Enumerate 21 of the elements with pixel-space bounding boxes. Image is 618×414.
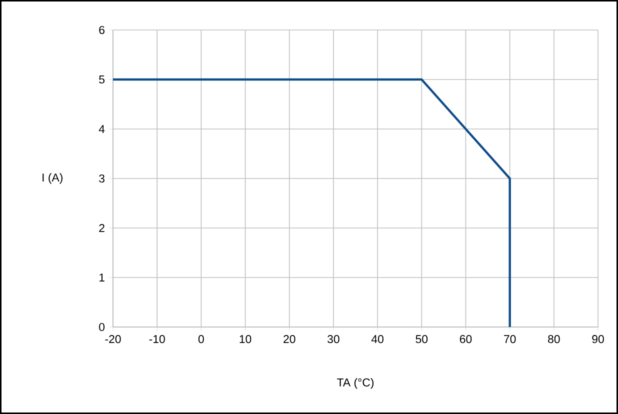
x-tick-label: -20 <box>105 335 121 344</box>
y-tick-label: 2 <box>99 224 104 232</box>
x-tick-label: 0 <box>198 335 204 344</box>
y-tick-label: 6 <box>99 26 104 34</box>
x-tick-label: 90 <box>592 335 604 344</box>
x-tick-label: 30 <box>328 335 340 344</box>
y-axis-title: I (A) <box>42 173 62 184</box>
x-tick-label: 70 <box>504 335 516 344</box>
y-tick-label: 1 <box>99 274 104 282</box>
x-axis-title: TA (°C) <box>337 378 374 389</box>
x-tick-label: 10 <box>240 335 252 344</box>
x-tick-label: -10 <box>149 335 165 344</box>
y-tick-label: 4 <box>98 125 105 133</box>
x-tick-label: 40 <box>371 335 384 344</box>
x-tick-label: 60 <box>460 335 472 344</box>
x-tick-label: 50 <box>416 335 428 344</box>
x-tick-label: 80 <box>548 335 560 344</box>
x-tick-label: 20 <box>284 335 296 344</box>
y-tick-label: 0 <box>99 322 105 332</box>
y-tick-label: 5 <box>99 76 104 84</box>
y-tick-label: 3 <box>99 174 104 183</box>
